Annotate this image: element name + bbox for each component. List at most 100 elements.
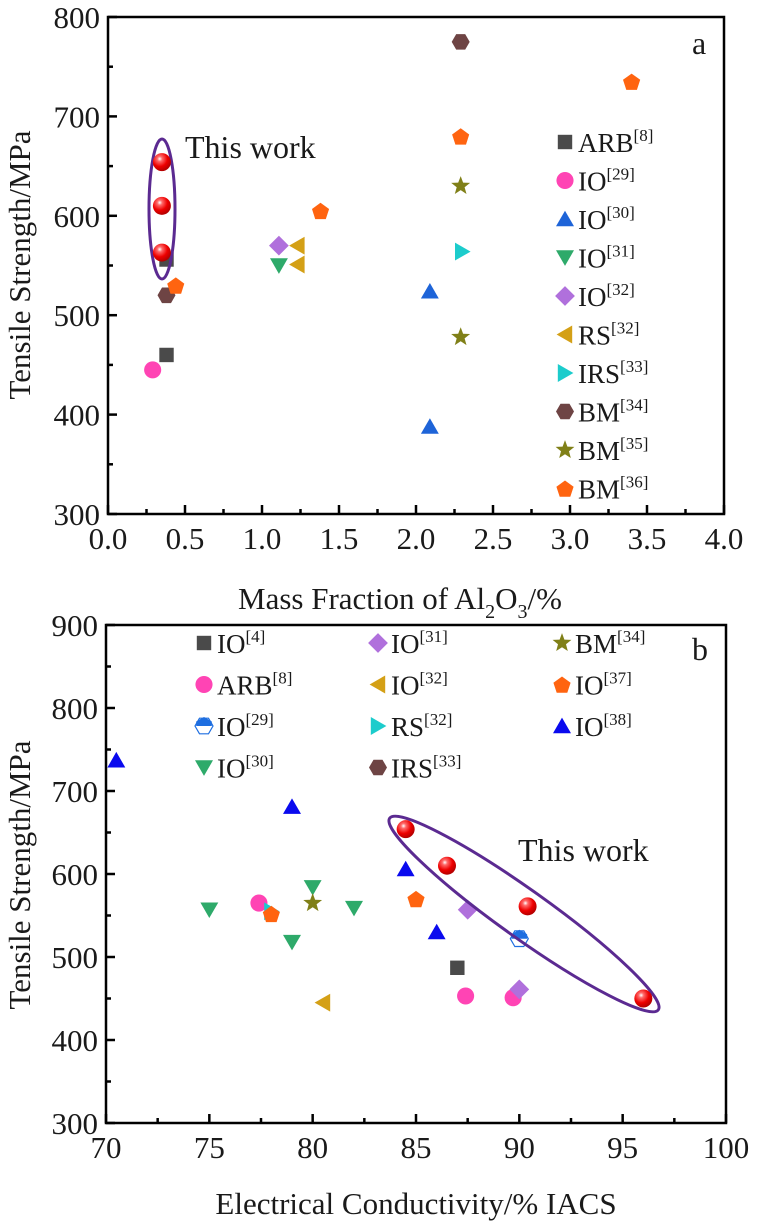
legend-label: RS[32]: [391, 710, 452, 742]
x-tick-label: 1.5: [320, 521, 359, 556]
this-work-point: [634, 989, 653, 1008]
x-tick-label: 2.5: [474, 521, 513, 556]
this-work-ellipse-a: [147, 137, 177, 281]
data-point-arb-8: [457, 987, 475, 1005]
data-point-bm-36: [623, 73, 641, 90]
y-tick-label: 400: [52, 1023, 99, 1058]
legend-label: IO[31]: [578, 242, 635, 274]
y-tick-label: 600: [54, 199, 101, 234]
legend-item: BM[34]: [556, 396, 648, 428]
y-tick-label: 500: [54, 298, 101, 333]
this-work-point: [438, 856, 456, 875]
data-point-io-30: [345, 900, 363, 917]
legend-item: ARB[8]: [557, 126, 653, 158]
x-tick-label: 70: [91, 1130, 122, 1165]
panel-label-a: a: [692, 25, 706, 61]
data-point-bm-35: [451, 327, 471, 346]
data-points-b: [107, 751, 530, 1012]
legend-item: RS[32]: [556, 319, 639, 351]
legend-item: IO[31]: [556, 242, 635, 274]
data-point-io-37: [262, 905, 280, 923]
data-point-arb-8: [159, 347, 174, 363]
legend-label: IRS[33]: [578, 357, 648, 389]
this-work-points-a: [152, 153, 171, 262]
data-point-bm-36: [452, 128, 470, 145]
this-work-label-b: This work: [518, 832, 649, 868]
legend-marker-star-icon: [555, 440, 575, 458]
this-work-points-b: [396, 820, 653, 1008]
y-tick-label: 700: [54, 99, 101, 134]
y-tick-label: 300: [52, 1106, 99, 1141]
data-point-bm-35: [451, 176, 471, 194]
legend-item: IRS[33]: [557, 357, 648, 389]
data-point-io-30: [420, 418, 439, 434]
x-tick-label: 1.0: [243, 521, 282, 556]
data-point-io-32: [269, 235, 289, 256]
data-point-rs-32: [289, 255, 305, 274]
this-work-label-a: This work: [185, 129, 316, 165]
x-tick-label: 2.0: [397, 521, 436, 556]
data-point-io-38: [427, 923, 446, 940]
legend-label: BM[34]: [578, 396, 648, 428]
y-tick-label: 400: [54, 398, 101, 433]
y-tick-label: 800: [54, 0, 101, 35]
legend-marker-hexagon-icon: [369, 759, 387, 776]
legend-label: IO[4]: [217, 627, 265, 659]
legend-label: IO[29]: [217, 710, 274, 742]
data-point-io-32: [314, 993, 331, 1012]
legend-label: IO[37]: [575, 669, 632, 701]
data-point-io-38: [283, 798, 301, 814]
legend-marker-triangle-up-icon: [556, 210, 574, 227]
data-point-io-30: [303, 880, 322, 896]
legend-marker-square-icon: [196, 635, 212, 651]
this-work-point: [152, 153, 171, 172]
legend-label: IO[32]: [578, 280, 635, 312]
y-axis-title-a: Tensile Strength/MPa: [2, 130, 37, 399]
axis-ticks-a: 0.0 0.5 1.0 1.5 2.0 2.5 3.0 3.5 4.0 300 400 500 600 7…: [54, 0, 744, 556]
legend-item: ARB[8]: [195, 669, 292, 701]
x-tick-label: 85: [401, 1130, 432, 1165]
x-tick-label: 75: [194, 1130, 225, 1165]
panel-b: 70 75 80 85 90 95 100 300 400 500 600 700 800 900 Thi…: [2, 608, 749, 1221]
this-work-point: [152, 243, 171, 262]
data-point-io-31: [509, 979, 530, 1000]
panel-a: 0.0 0.5 1.0 1.5 2.0 2.5 3.0 3.5 4.0 300 400 500 600 7…: [2, 0, 743, 623]
legend-label: IO[31]: [391, 627, 448, 659]
data-point-rs-32: [289, 236, 305, 255]
legend-item: IO[32]: [555, 280, 635, 312]
legend-marker-square-icon: [557, 134, 573, 150]
legend-b: IO[4] ARB[8] IO[29] IO[30] IO[31] IO[32] RS[32…: [194, 627, 645, 784]
data-point-io-38: [396, 860, 415, 877]
legend-marker-triangle-down-icon: [556, 250, 574, 266]
legend-item: BM[34]: [552, 627, 645, 659]
x-axis-title-b: Electrical Conductivity/% IACS: [215, 1186, 616, 1221]
data-point-io-38: [107, 751, 126, 768]
axis-ticks-b: 70 75 80 85 90 95 100 300 400 500 600 700 800 900: [52, 608, 750, 1165]
legend-item: IO[37]: [553, 669, 632, 701]
data-point-io-37: [407, 890, 425, 908]
legend-item: IO[30]: [195, 752, 274, 784]
legend-item: IO[31]: [368, 627, 448, 659]
data-point-bm-36: [312, 202, 330, 220]
x-tick-label: 90: [504, 1130, 535, 1165]
this-work-ellipse-b: [387, 814, 661, 1014]
data-point-io-29: [144, 361, 162, 379]
legend-item: BM[35]: [555, 434, 648, 466]
legend-item: IO[4]: [196, 627, 265, 659]
y-tick-label: 300: [54, 497, 101, 532]
legend-item: RS[32]: [370, 710, 452, 742]
x-tick-label: 0.5: [166, 521, 205, 556]
x-tick-label: 80: [297, 1130, 328, 1165]
legend-marker-triangle-left-icon: [556, 325, 573, 344]
data-point-bm-34: [451, 34, 470, 50]
legend-label: ARB[8]: [578, 126, 653, 158]
data-point-io-30: [200, 902, 219, 918]
x-tick-label: 3.5: [628, 521, 667, 556]
legend-marker-diamond-icon: [368, 633, 388, 653]
y-tick-label: 900: [52, 608, 99, 643]
x-axis-title-a: Mass Fraction of Al2O3/%: [238, 581, 562, 623]
legend-label: IO[38]: [575, 710, 632, 742]
legend-marker-triangle-down-icon: [195, 760, 213, 776]
legend-item: IO[32]: [369, 669, 448, 701]
